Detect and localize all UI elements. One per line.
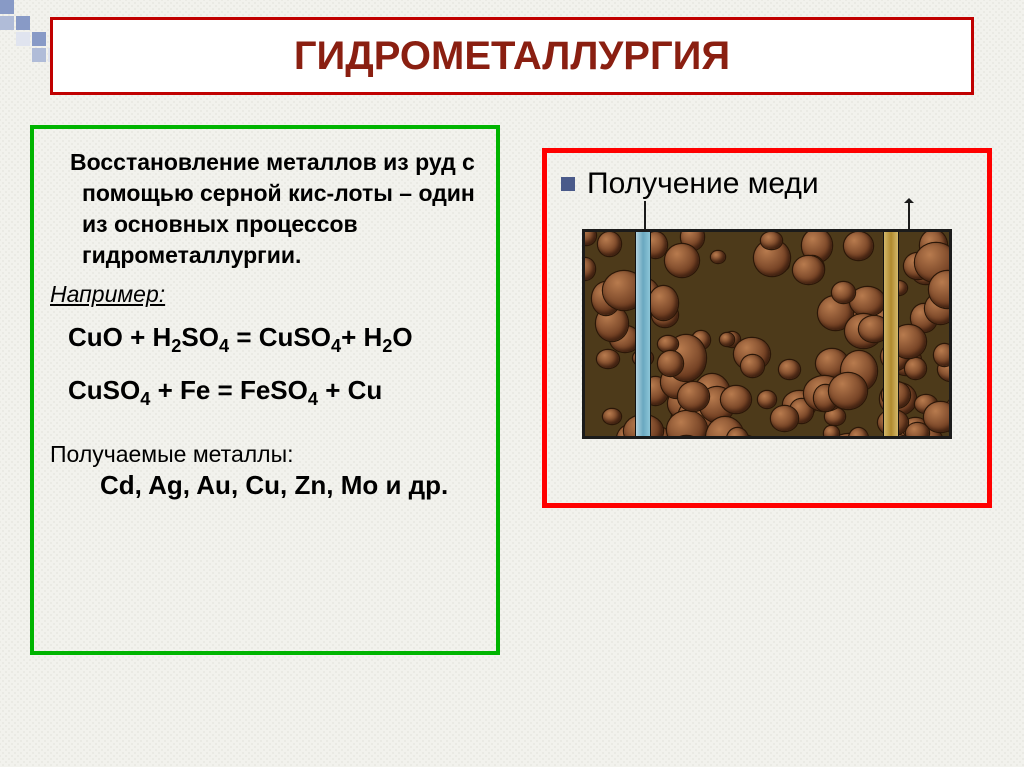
obtained-metals-list: Cd, Ag, Au, Cu, Zn, Mo и др. bbox=[100, 470, 480, 501]
anode-electrode bbox=[883, 229, 899, 437]
reaction-2: CuSO4 + Fe = FeSO4 + Cu bbox=[68, 375, 480, 410]
arrow-up-icon bbox=[908, 201, 910, 231]
definition-text: Восстановление металлов из руд с помощью… bbox=[70, 147, 480, 271]
arrow-down-icon bbox=[644, 201, 646, 231]
electrolysis-diagram bbox=[582, 229, 952, 439]
illustration-box: Получение меди bbox=[542, 148, 992, 508]
obtained-metals-label: Получаемые металлы: bbox=[50, 441, 480, 468]
slide-title: ГИДРОМЕТАЛЛУРГИЯ bbox=[294, 34, 730, 79]
reaction-1: CuO + H2SO4 = CuSO4+ H2O bbox=[68, 322, 480, 357]
cathode-electrode bbox=[635, 229, 651, 437]
slide-title-bar: ГИДРОМЕТАЛЛУРГИЯ bbox=[50, 17, 974, 95]
definition-box: Восстановление металлов из руд с помощью… bbox=[30, 125, 500, 655]
example-label: Например: bbox=[50, 281, 480, 308]
bullet-square-icon bbox=[561, 177, 575, 191]
right-title: Получение меди bbox=[587, 167, 819, 201]
